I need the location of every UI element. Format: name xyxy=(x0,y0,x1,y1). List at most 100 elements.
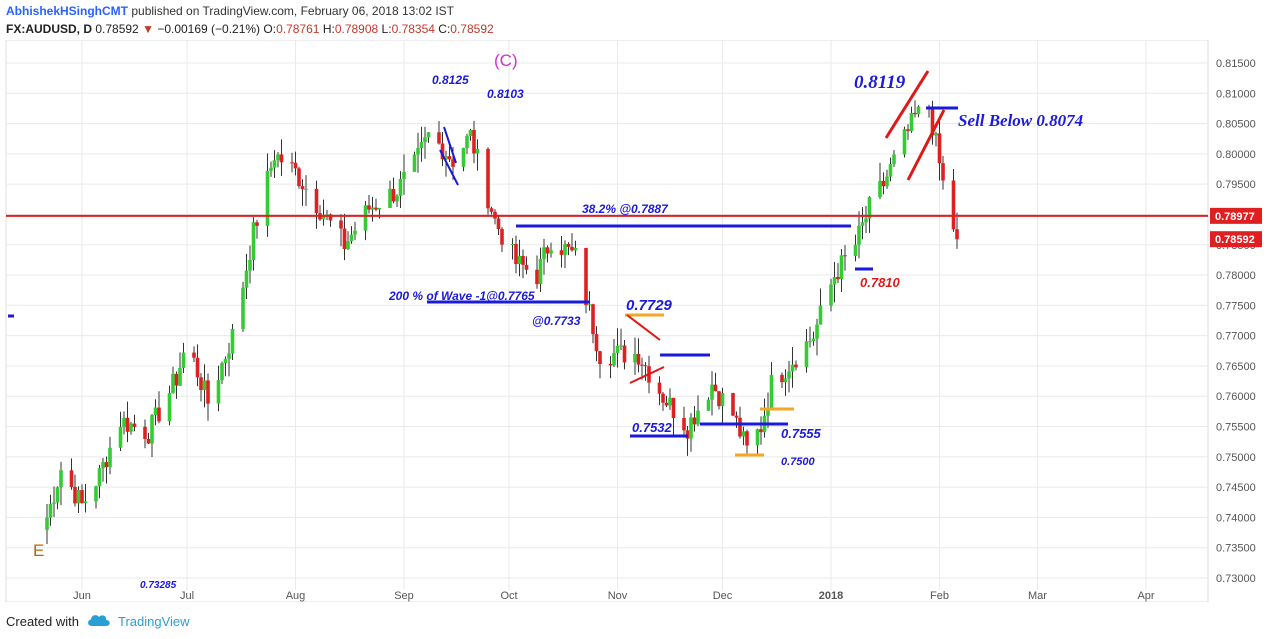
y-tick-label: 0.73500 xyxy=(1216,543,1256,555)
candle-body xyxy=(902,129,907,155)
candle-body xyxy=(741,431,746,437)
candle-body xyxy=(395,195,399,202)
candle-body xyxy=(412,154,417,172)
tradingview-cloud-icon[interactable] xyxy=(86,612,112,628)
candle-body xyxy=(300,186,305,190)
fib-382-label: 38.2% @0.7887 xyxy=(582,202,669,216)
candle-body xyxy=(594,334,599,352)
candle-body xyxy=(171,373,175,394)
candle-body xyxy=(125,417,130,432)
candle-body xyxy=(363,205,368,231)
candle-body xyxy=(745,431,749,446)
candle-body xyxy=(692,417,697,425)
low-value: 0.78354 xyxy=(391,22,435,36)
candle-body xyxy=(696,410,700,425)
candle-body xyxy=(461,147,466,167)
candle-body xyxy=(104,462,109,468)
open-label: O: xyxy=(263,22,277,36)
candle-body xyxy=(314,188,319,214)
candle-body xyxy=(48,503,53,518)
candle-body xyxy=(930,106,935,136)
candle-body xyxy=(402,171,406,179)
candle-body xyxy=(367,205,371,210)
red-channel-upper xyxy=(884,70,930,139)
y-tick-label: 0.74500 xyxy=(1216,482,1256,494)
candle-body xyxy=(349,234,354,242)
candle-body xyxy=(440,143,445,160)
candle-body xyxy=(251,222,256,261)
candle-body xyxy=(685,430,690,439)
price-chart[interactable]: 0.815000.810000.805000.800000.795000.790… xyxy=(0,40,1268,602)
candle-body xyxy=(937,133,942,164)
candle-body xyxy=(80,490,84,504)
candle-body xyxy=(195,357,200,378)
val-7532-label: 0.7532 xyxy=(632,420,673,435)
candle-body xyxy=(227,353,231,359)
candle-body xyxy=(783,378,788,383)
price-tag xyxy=(1210,207,1262,224)
candle-body xyxy=(881,180,886,187)
candle-body xyxy=(55,487,60,503)
candle-body xyxy=(496,218,501,230)
candle-body xyxy=(738,417,742,437)
author-link[interactable]: AbhishekHSinghCMT xyxy=(6,4,128,18)
candle-body xyxy=(955,229,959,240)
candle-body xyxy=(790,364,795,372)
x-tick-label: Jun xyxy=(73,590,91,602)
candle-body xyxy=(69,470,74,487)
candle-body xyxy=(269,167,273,171)
candle-body xyxy=(97,468,102,487)
candle-body xyxy=(510,243,515,245)
candle-body xyxy=(619,345,623,347)
x-tick-label: Feb xyxy=(930,590,949,602)
y-tick-label: 0.74000 xyxy=(1216,512,1256,524)
val-7500-label: 0.7500 xyxy=(781,456,816,468)
price-tag xyxy=(1210,231,1262,248)
candle-body xyxy=(710,384,714,400)
candle-body xyxy=(832,276,837,285)
open-value: 0.78761 xyxy=(276,22,320,36)
high-value: 0.78908 xyxy=(334,22,379,36)
candle-body xyxy=(566,244,571,247)
candle-body xyxy=(146,438,151,444)
candle-body xyxy=(769,374,774,409)
candle-body xyxy=(122,417,126,427)
peak-8125-label: 0.8125 xyxy=(432,73,469,87)
candle-body xyxy=(279,154,284,163)
red-trend-2 xyxy=(629,366,665,384)
candle-body xyxy=(181,352,186,368)
candle-body xyxy=(808,341,812,343)
candle-body xyxy=(377,207,382,210)
candle-body xyxy=(500,229,504,245)
candle-body xyxy=(815,324,819,339)
price-tag-label: 0.78977 xyxy=(1215,211,1255,223)
candle-body xyxy=(304,188,308,190)
y-tick-label: 0.80500 xyxy=(1216,119,1256,131)
at-7733-label: @0.7733 xyxy=(532,314,581,328)
candle-body xyxy=(265,170,270,226)
candle-body xyxy=(892,154,896,165)
candle-body xyxy=(612,352,616,366)
candle-body xyxy=(76,490,81,504)
close-value: 0.78592 xyxy=(450,22,494,36)
candle-body xyxy=(860,222,865,226)
candle-body xyxy=(706,399,711,411)
left-partial-label: 0.73285 xyxy=(140,580,177,591)
y-tick-label: 0.78000 xyxy=(1216,270,1256,282)
candle-body xyxy=(328,214,333,221)
sell-below-label: Sell Below 0.8074 xyxy=(958,111,1083,130)
candle-body xyxy=(465,136,469,148)
y-tick-label: 0.79500 xyxy=(1216,179,1256,191)
candle-body xyxy=(668,397,672,406)
candle-body xyxy=(339,220,343,229)
candle-body xyxy=(521,255,525,265)
candle-body xyxy=(713,384,718,392)
candle-body xyxy=(584,247,588,305)
candle-body xyxy=(720,393,725,407)
candle-body xyxy=(829,284,833,306)
plot-area xyxy=(5,40,1209,602)
tradingview-link[interactable]: TradingView xyxy=(118,614,190,629)
candle-body xyxy=(94,486,98,502)
candle-body xyxy=(906,129,910,131)
candle-body xyxy=(517,255,522,265)
